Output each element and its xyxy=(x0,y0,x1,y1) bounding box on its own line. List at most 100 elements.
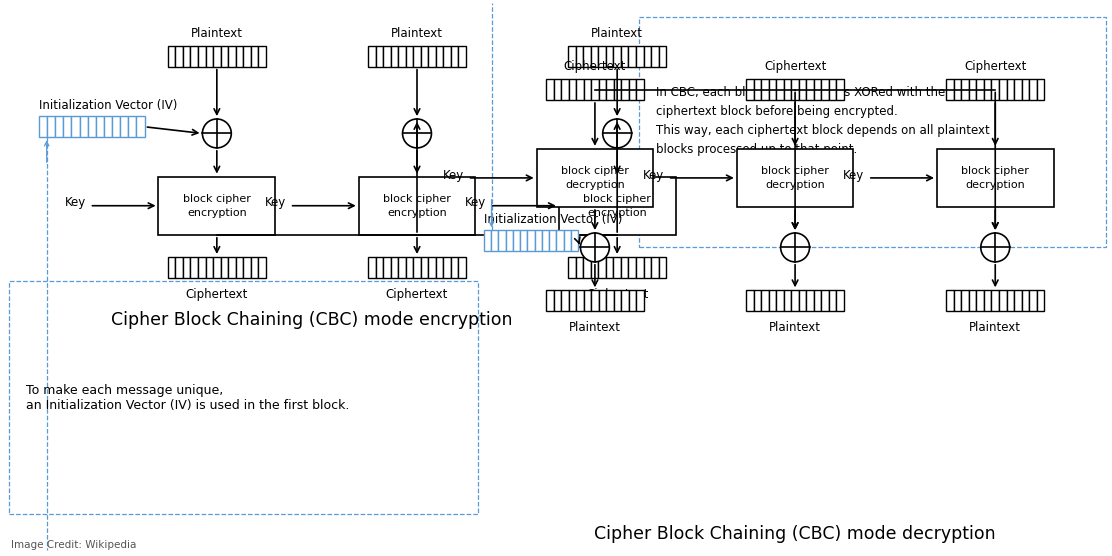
Bar xyxy=(792,290,798,311)
Bar xyxy=(120,116,128,137)
Bar xyxy=(768,79,776,100)
Text: block cipher
decryption: block cipher decryption xyxy=(560,166,629,190)
Text: Key: Key xyxy=(265,196,287,210)
Bar xyxy=(56,116,63,137)
Text: Key: Key xyxy=(64,196,87,210)
Bar xyxy=(559,176,676,235)
Bar xyxy=(658,46,666,67)
Bar xyxy=(628,257,636,278)
Bar xyxy=(984,79,992,100)
Bar xyxy=(644,257,651,278)
Bar xyxy=(636,46,644,67)
Bar xyxy=(168,257,176,278)
Bar xyxy=(622,79,628,100)
Bar xyxy=(112,116,120,137)
Bar xyxy=(636,257,644,278)
Text: Ciphertext: Ciphertext xyxy=(186,288,248,301)
Bar xyxy=(390,46,398,67)
Bar xyxy=(628,290,636,311)
Text: Plaintext: Plaintext xyxy=(391,27,443,40)
Bar xyxy=(598,257,606,278)
Bar xyxy=(47,116,56,137)
Bar xyxy=(746,290,754,311)
Bar xyxy=(428,257,436,278)
Bar xyxy=(736,148,854,207)
Bar xyxy=(584,79,592,100)
Bar xyxy=(220,46,228,67)
Bar xyxy=(236,46,244,67)
Bar xyxy=(814,290,822,311)
Bar xyxy=(576,46,584,67)
Bar xyxy=(792,79,798,100)
Bar xyxy=(206,257,214,278)
Bar xyxy=(420,46,428,67)
Bar xyxy=(176,257,183,278)
Bar xyxy=(836,290,844,311)
Bar xyxy=(836,79,844,100)
Bar xyxy=(137,116,145,137)
Bar xyxy=(368,257,376,278)
Text: Image Credit: Wikipedia: Image Credit: Wikipedia xyxy=(11,540,137,550)
Bar xyxy=(614,79,622,100)
Bar xyxy=(636,290,644,311)
Bar xyxy=(535,230,542,251)
Bar xyxy=(564,230,570,251)
Bar xyxy=(258,257,266,278)
Text: block cipher
encryption: block cipher encryption xyxy=(182,193,251,218)
Bar xyxy=(822,290,828,311)
Bar xyxy=(71,116,80,137)
Bar xyxy=(1022,79,1029,100)
Bar xyxy=(784,290,792,311)
Bar xyxy=(250,257,258,278)
Bar xyxy=(946,79,954,100)
Bar xyxy=(584,257,590,278)
Bar xyxy=(969,290,976,311)
Bar xyxy=(999,79,1006,100)
Bar xyxy=(198,46,206,67)
Bar xyxy=(776,79,784,100)
Bar xyxy=(754,79,762,100)
Text: Ciphertext: Ciphertext xyxy=(564,61,626,73)
Bar xyxy=(946,290,954,311)
Bar xyxy=(546,290,554,311)
Bar xyxy=(1036,290,1044,311)
Bar xyxy=(244,46,250,67)
Bar xyxy=(1006,290,1014,311)
Bar xyxy=(584,290,592,311)
Bar xyxy=(1006,79,1014,100)
Bar xyxy=(384,46,390,67)
Bar xyxy=(214,46,220,67)
Bar xyxy=(576,290,584,311)
Bar xyxy=(103,116,112,137)
Bar xyxy=(376,46,384,67)
Bar xyxy=(658,257,666,278)
Bar xyxy=(622,290,628,311)
Bar xyxy=(754,290,762,311)
Bar xyxy=(414,257,420,278)
Bar xyxy=(228,46,236,67)
Bar xyxy=(636,79,644,100)
Bar xyxy=(250,46,258,67)
Bar xyxy=(584,46,590,67)
Bar xyxy=(598,290,606,311)
Bar xyxy=(598,46,606,67)
Bar xyxy=(1036,79,1044,100)
Bar xyxy=(576,79,584,100)
Bar xyxy=(606,257,614,278)
Ellipse shape xyxy=(403,119,431,148)
Bar xyxy=(444,257,450,278)
Bar xyxy=(628,46,636,67)
Bar xyxy=(527,230,535,251)
Bar xyxy=(537,148,654,207)
Bar xyxy=(962,79,969,100)
Bar xyxy=(206,46,214,67)
Text: Key: Key xyxy=(465,196,487,210)
Bar xyxy=(183,46,190,67)
Text: block cipher
decryption: block cipher decryption xyxy=(761,166,830,190)
Bar xyxy=(962,290,969,311)
Bar xyxy=(398,46,406,67)
Bar xyxy=(258,46,266,67)
Bar xyxy=(1014,79,1022,100)
Bar xyxy=(606,46,614,67)
Text: Ciphertext: Ciphertext xyxy=(764,61,826,73)
